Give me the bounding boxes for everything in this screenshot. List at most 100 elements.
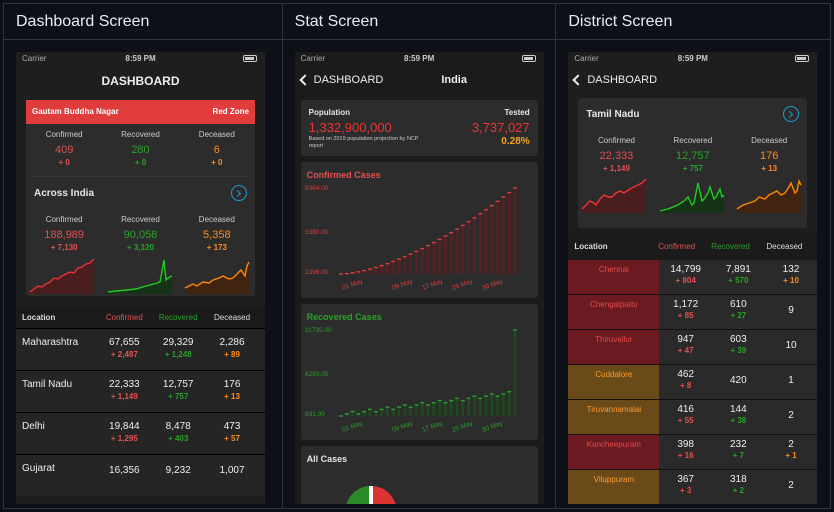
state-name: Delhi xyxy=(22,421,45,432)
confirmed-chart-title: Confirmed Cases xyxy=(306,170,381,180)
population-label: Population xyxy=(308,108,350,117)
confirmed-chart-card: Confirmed Cases 8364.00 5380.00 2396.00 01 … xyxy=(300,162,538,298)
time-label: 8:59 PM xyxy=(677,54,708,63)
state-name: Maharashtra xyxy=(22,337,79,348)
c-delta: + 804 xyxy=(675,276,696,285)
district-name: Cuddalore xyxy=(568,365,660,399)
recovered-delta: + 403 xyxy=(168,434,189,443)
district-row[interactable]: Cuddalore 462 + 8 420 1 xyxy=(568,365,818,400)
r-delta: + 7 xyxy=(732,451,744,460)
back-button[interactable]: DASHBOARD xyxy=(298,74,384,86)
tested-value: 3,737,027 xyxy=(471,120,530,135)
district-row[interactable]: Tiruvannamalai 416 + 55 144 + 38 2 xyxy=(568,400,818,435)
state-table: Maharashtra 67,655 + 2,487 29,329 + 1,248 2,2… xyxy=(16,328,265,496)
r-delta: + 39 xyxy=(730,346,747,355)
x-tick-label: 30 May xyxy=(481,420,504,434)
local-stats: Confirmed 409 + 0 Recovered 280 + 0 Deceased… xyxy=(26,124,255,176)
nav-bar: DASHBOARD India xyxy=(295,66,544,96)
confirmed-cases-chart: 8364.00 5380.00 2396.00 01 May 09 May 17 May 2… xyxy=(305,185,517,292)
d-value: 10 xyxy=(785,340,797,351)
confirmed-label: Confirmed xyxy=(598,136,635,145)
confirmed-delta: + 1,295 xyxy=(110,434,138,443)
location-header: Location xyxy=(574,241,608,251)
state-card: Tamil Nadu Confirmed 22,333 + 1,149 Recove… xyxy=(578,98,808,228)
confirmed-sparkline xyxy=(581,178,647,213)
table-row[interactable]: Tamil Nadu 22,333 + 1,149 12,757 + 757 176 + 1… xyxy=(16,370,265,412)
state-deceased: 176 xyxy=(759,150,779,162)
location-header: Location xyxy=(22,312,56,322)
confirmed-delta: + 1,149 xyxy=(110,392,138,401)
deceased-value: 2,286 xyxy=(219,337,245,348)
district-row[interactable]: Chennai 14,799 + 804 7,891 + 570 132 + 10 xyxy=(568,260,818,295)
c-delta: + 3 xyxy=(679,486,692,495)
nav-bar: DASHBOARD xyxy=(568,66,817,96)
district-row[interactable]: Viluppuram 367 + 3 318 + 2 2 xyxy=(568,470,818,504)
c-value: 398 xyxy=(677,439,694,450)
state-recovered-delta: + 757 xyxy=(682,164,703,173)
district-row[interactable]: Kancheepuram 398 + 16 232 + 7 2 + 1 xyxy=(568,435,818,470)
india-confirmed: 188,989 xyxy=(44,229,85,241)
c-delta: + 47 xyxy=(677,346,694,355)
district-row[interactable]: Chengalpattu 1,172 + 85 610 + 27 9 xyxy=(568,295,818,330)
c-delta: + 85 xyxy=(677,311,694,320)
c-value: 947 xyxy=(677,334,694,345)
r-delta: + 27 xyxy=(730,311,747,320)
confirmed-header: Confirmed xyxy=(658,241,696,251)
zone-card[interactable]: Gautam Buddha Nagar Red Zone Confirmed 409… xyxy=(26,100,255,296)
y-tick-label: 2396.00 xyxy=(305,269,329,276)
recovered-delta: + 757 xyxy=(168,392,189,401)
state-title: Tamil Nadu xyxy=(586,108,640,120)
state-sparklines xyxy=(578,173,807,215)
y-tick-label: 6283.00 xyxy=(305,371,329,378)
c-delta: + 16 xyxy=(677,451,694,460)
state-confirmed: 22,333 xyxy=(599,150,634,162)
all-cases-pie xyxy=(346,486,396,504)
chevron-right-circle-icon[interactable] xyxy=(783,106,800,122)
divider xyxy=(34,176,247,177)
state-header[interactable]: Tamil Nadu xyxy=(578,98,807,122)
table-row[interactable]: Gujarat 16,356 9,232 1,007 xyxy=(16,454,265,496)
india-stats: Confirmed 188,989 + 7,130 Recovered 90,058 +… xyxy=(26,201,255,252)
status-bar: Carrier 8:59 PM xyxy=(295,52,544,66)
chevron-right-circle-icon[interactable] xyxy=(231,185,247,201)
table-row[interactable]: Delhi 19,844 + 1,295 8,478 + 403 473 + 57 xyxy=(16,412,265,454)
india-header[interactable]: Across India xyxy=(26,177,255,201)
recovered-cases-chart: 11735.00 6283.00 831.00 01 May 09 May 17 May 2… xyxy=(305,327,517,434)
stat-column: Stat Screen Carrier 8:59 PM DASHBOARD Ind… xyxy=(282,4,557,508)
tested-percent: 0.28% xyxy=(501,136,530,147)
zone-label: Red Zone xyxy=(212,107,249,116)
district-phone: Carrier 8:59 PM DASHBOARD Tamil Nadu Conf… xyxy=(568,52,818,504)
deceased-sparkline xyxy=(736,178,802,213)
all-cases-card: All Cases xyxy=(300,446,538,504)
india-deceased-delta: + 173 xyxy=(206,243,227,252)
district-column: District Screen Carrier 8:59 PM DASHBOARD… xyxy=(556,4,830,508)
local-confirmed-delta: + 0 xyxy=(58,158,70,167)
all-cases-title: All Cases xyxy=(306,454,348,464)
india-recovered-delta: + 3,120 xyxy=(127,243,154,252)
back-button[interactable]: DASHBOARD xyxy=(572,74,657,86)
r-value: 603 xyxy=(729,334,747,345)
time-label: 8:59 PM xyxy=(404,54,435,63)
zone-district: Gautam Buddha Nagar xyxy=(32,107,119,116)
district-row[interactable]: Thiruvallur 947 + 47 603 + 39 10 xyxy=(568,330,818,365)
deceased-label: Deceased xyxy=(198,215,235,224)
deceased-value: 473 xyxy=(223,421,241,432)
back-label: DASHBOARD xyxy=(313,74,384,86)
state-deceased-delta: + 13 xyxy=(761,164,778,173)
recovered-sparkline xyxy=(659,182,725,213)
deceased-sparkline xyxy=(184,261,250,294)
india-title: Across India xyxy=(34,187,95,199)
d-value: 2 xyxy=(788,480,794,491)
d-value: 9 xyxy=(788,305,794,316)
time-label: 8:59 PM xyxy=(125,54,156,63)
r-value: 7,891 xyxy=(725,264,751,275)
table-row[interactable]: Maharashtra 67,655 + 2,487 29,329 + 1,248 2,2… xyxy=(16,328,265,370)
carrier-label: Carrier xyxy=(300,54,326,63)
d-delta: + 10 xyxy=(783,276,799,285)
deceased-header: Deceased xyxy=(766,241,803,251)
confirmed-label: Confirmed xyxy=(45,130,83,139)
x-tick-label: 25 May xyxy=(451,278,474,292)
recovered-value: 8,478 xyxy=(165,421,191,432)
battery-icon xyxy=(521,55,536,62)
nav-title: India xyxy=(441,74,467,86)
